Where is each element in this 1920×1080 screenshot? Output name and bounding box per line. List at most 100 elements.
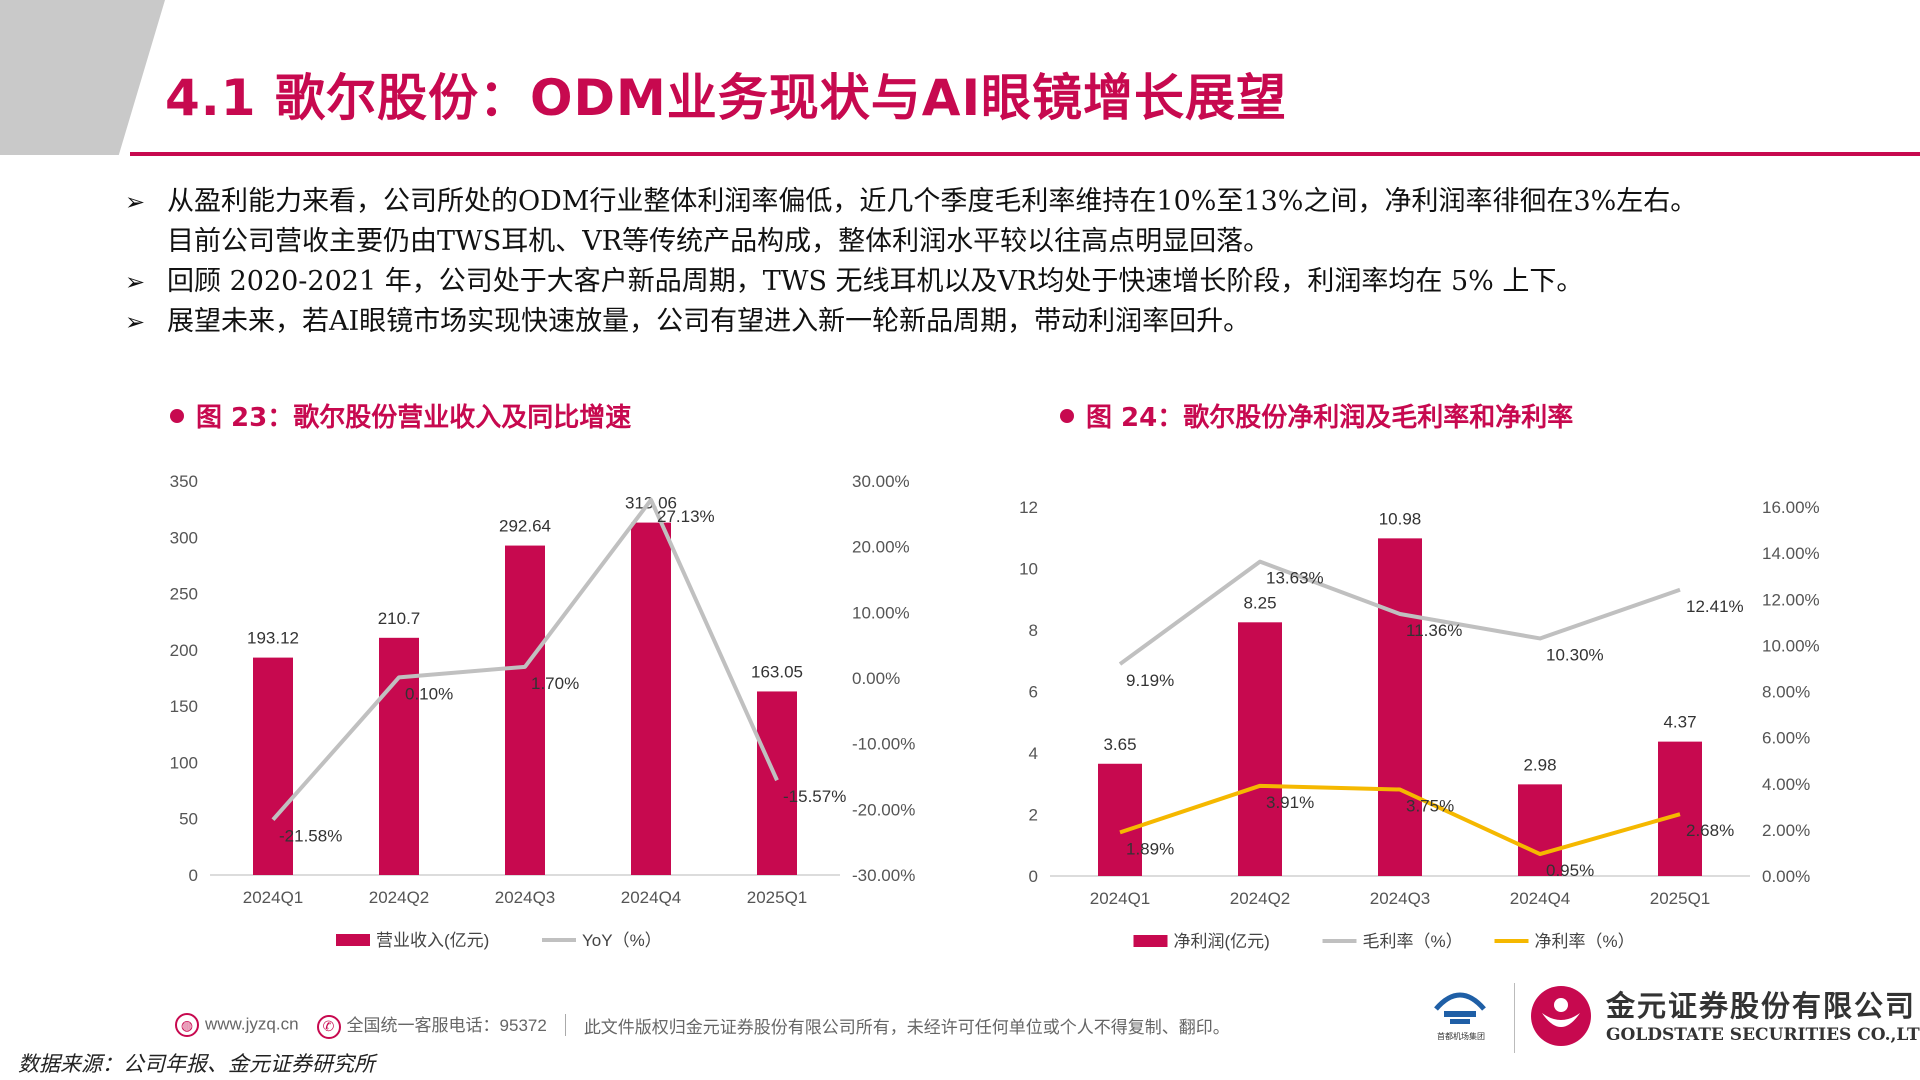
y-left-tick-label: 250 bbox=[170, 585, 198, 604]
y-left-tick-label: 150 bbox=[170, 697, 198, 716]
data-source-note: 数据来源：公司年报、金元证券研究所 bbox=[18, 1052, 375, 1076]
series-line bbox=[271, 497, 779, 822]
bullet-item-2: ➢ 回顾 2020-2021 年，公司处于大客户新品周期，TWS 无线耳机以及V… bbox=[125, 262, 1905, 302]
x-tick-label: 2024Q2 bbox=[369, 888, 430, 907]
y-left-tick-label: 6 bbox=[1029, 683, 1038, 702]
globe-icon: ◍ bbox=[175, 1013, 199, 1037]
footer-bar: ◍ www.jyzq.cn ✆ 全国统一客服电话：95372 此文件版权归金元证券股… bbox=[175, 1005, 1235, 1045]
bullet-text: 展望未来，若AI眼镜市场实现快速放量，公司有望进入新一轮新品周期，带动利润率回升… bbox=[167, 306, 1251, 337]
line-value-label: 9.19% bbox=[1126, 671, 1174, 690]
page-title: 4.1 歌尔股份：ODM业务现状与AI眼镜增长展望 bbox=[165, 69, 1288, 127]
legend-label: 毛利率（%） bbox=[1363, 932, 1463, 951]
phone-icon: ✆ bbox=[316, 1014, 341, 1039]
line-value-label: 1.89% bbox=[1126, 839, 1174, 858]
line-value-label: -21.58% bbox=[279, 827, 342, 846]
airport-group-logo-icon bbox=[1434, 992, 1486, 1024]
y-right-tick-label: 4.00% bbox=[1762, 775, 1810, 794]
line-value-label: 27.13% bbox=[657, 507, 715, 526]
line-value-label: 2.68% bbox=[1686, 821, 1734, 840]
x-tick-label: 2024Q4 bbox=[1510, 889, 1571, 908]
y-right-tick-label: 30.00% bbox=[852, 472, 910, 491]
line-value-label: 1.70% bbox=[531, 674, 579, 693]
bar-value-label: 8.25 bbox=[1243, 593, 1276, 612]
chart-heading-profit: 图 24：歌尔股份净利润及毛利率和净利率 bbox=[1060, 397, 1573, 434]
y-right-tick-label: 8.00% bbox=[1762, 683, 1810, 702]
bar-value-label: 4.37 bbox=[1663, 713, 1696, 732]
bar-value-label: 2.98 bbox=[1523, 755, 1556, 774]
y-left-tick-label: 8 bbox=[1029, 621, 1038, 640]
bullet-text: 从盈利能力来看，公司所处的ODM行业整体利润率偏低，近几个季度毛利率维持在10%… bbox=[167, 186, 1698, 217]
y-right-tick-label: 10.00% bbox=[852, 603, 910, 622]
arrow-bullet-icon: ➢ bbox=[125, 268, 146, 296]
bullet-dot-icon bbox=[170, 409, 184, 423]
chart-heading-revenue: 图 23：歌尔股份营业收入及同比增速 bbox=[170, 397, 631, 434]
footer-website[interactable]: ◍ www.jyzq.cn bbox=[175, 1013, 299, 1037]
y-right-tick-label: 2.00% bbox=[1762, 821, 1810, 840]
revenue-chart: 0 50 100 150 200 250 300 350 -30.00% -20.00% -10.0… bbox=[170, 472, 916, 950]
bar bbox=[1518, 784, 1562, 876]
title-underline bbox=[130, 152, 1920, 156]
bar bbox=[253, 657, 293, 875]
bar bbox=[631, 522, 671, 875]
y-left-tick-label: 50 bbox=[179, 810, 198, 829]
logo-group: 首都机场集团 金元证券股份有限公司 GOLDSTATE SECURITIES C… bbox=[1418, 975, 1920, 1065]
y-left-tick-label: 12 bbox=[1019, 498, 1038, 517]
company-name-en: GOLDSTATE SECURITIES CO.,LTD. bbox=[1606, 1025, 1920, 1045]
line-value-label: 3.91% bbox=[1266, 793, 1314, 812]
footer-divider bbox=[564, 1014, 566, 1036]
legend-swatch bbox=[336, 934, 370, 946]
bar-value-label: 210.7 bbox=[378, 609, 421, 628]
legend-swatch bbox=[1133, 935, 1168, 947]
y-left-tick-label: 4 bbox=[1029, 744, 1038, 763]
x-tick-label: 2024Q3 bbox=[1370, 889, 1431, 908]
y-right-tick-label: 0.00% bbox=[852, 669, 900, 688]
legend-label: YoY（%） bbox=[582, 931, 662, 950]
y-left-tick-label: 350 bbox=[170, 472, 198, 491]
y-right-tick-label: 14.00% bbox=[1762, 544, 1820, 563]
bullet-text-continued: 目前公司营收主要仍由TWS耳机、VR等传统产品构成，整体利润水平较以往高点明显回… bbox=[167, 226, 1271, 257]
x-tick-label: 2024Q1 bbox=[1090, 889, 1151, 908]
bar-value-label: 163.05 bbox=[751, 662, 803, 681]
bar bbox=[1238, 622, 1282, 876]
y-left-tick-label: 300 bbox=[170, 528, 198, 547]
y-left-tick-label: 0 bbox=[1029, 867, 1038, 886]
y-right-tick-label: 20.00% bbox=[852, 538, 910, 557]
y-right-tick-label: 12.00% bbox=[1762, 590, 1820, 609]
y-left-tick-label: 200 bbox=[170, 641, 198, 660]
profit-chart: 0 2 4 6 8 10 12 0.00% 2.00% 4.00% 6.00% 8.00% 10.00%… bbox=[1019, 498, 1820, 951]
bullet-text: 回顾 2020-2021 年，公司处于大客户新品周期，TWS 无线耳机以及VR均… bbox=[167, 266, 1584, 297]
y-right-tick-label: 10.00% bbox=[1762, 636, 1820, 655]
bullet-list: ➢ 从盈利能力来看，公司所处的ODM行业整体利润率偏低，近几个季度毛利率维持在1… bbox=[125, 182, 1905, 342]
bar bbox=[1658, 741, 1702, 876]
bar-value-label: 292.64 bbox=[499, 517, 551, 536]
bar-value-label: 10.98 bbox=[1379, 509, 1422, 528]
y-left-tick-label: 0 bbox=[189, 866, 198, 885]
goldstate-logo-icon bbox=[1531, 986, 1591, 1046]
arrow-bullet-icon: ➢ bbox=[125, 308, 146, 336]
corner-decoration bbox=[0, 0, 165, 155]
bar bbox=[757, 691, 797, 875]
footer-hotline: ✆ 全国统一客服电话：95372 bbox=[316, 1011, 547, 1039]
bar-value-label: 193.12 bbox=[247, 629, 299, 648]
company-name-cn: 金元证券股份有限公司 bbox=[1606, 989, 1917, 1023]
y-right-tick-label: -30.00% bbox=[852, 866, 915, 885]
line-value-label: -15.57% bbox=[783, 787, 846, 806]
line-value-label: 10.30% bbox=[1546, 645, 1604, 664]
line-value-label: 11.36% bbox=[1406, 621, 1462, 640]
bar-value-label: 3.65 bbox=[1103, 735, 1136, 754]
logo-divider bbox=[1514, 983, 1515, 1053]
bar bbox=[505, 545, 545, 875]
x-tick-label: 2024Q2 bbox=[1230, 889, 1291, 908]
bar bbox=[1098, 763, 1142, 876]
y-right-tick-label: 16.00% bbox=[1762, 498, 1820, 517]
bar bbox=[1378, 538, 1422, 876]
legend-label: 营业收入(亿元) bbox=[376, 931, 489, 950]
x-tick-label: 2024Q1 bbox=[243, 888, 304, 907]
x-tick-label: 2024Q3 bbox=[495, 888, 556, 907]
legend-label: 净利润(亿元) bbox=[1174, 932, 1270, 951]
bar bbox=[379, 637, 419, 875]
arrow-bullet-icon: ➢ bbox=[125, 188, 146, 216]
footer-copyright: 此文件版权归金元证券股份有限公司所有，未经许可任何单位或个人不得复制、翻印。 bbox=[583, 1017, 1230, 1037]
x-tick-label: 2025Q1 bbox=[1650, 889, 1711, 908]
y-right-tick-label: 0.00% bbox=[1762, 867, 1810, 886]
